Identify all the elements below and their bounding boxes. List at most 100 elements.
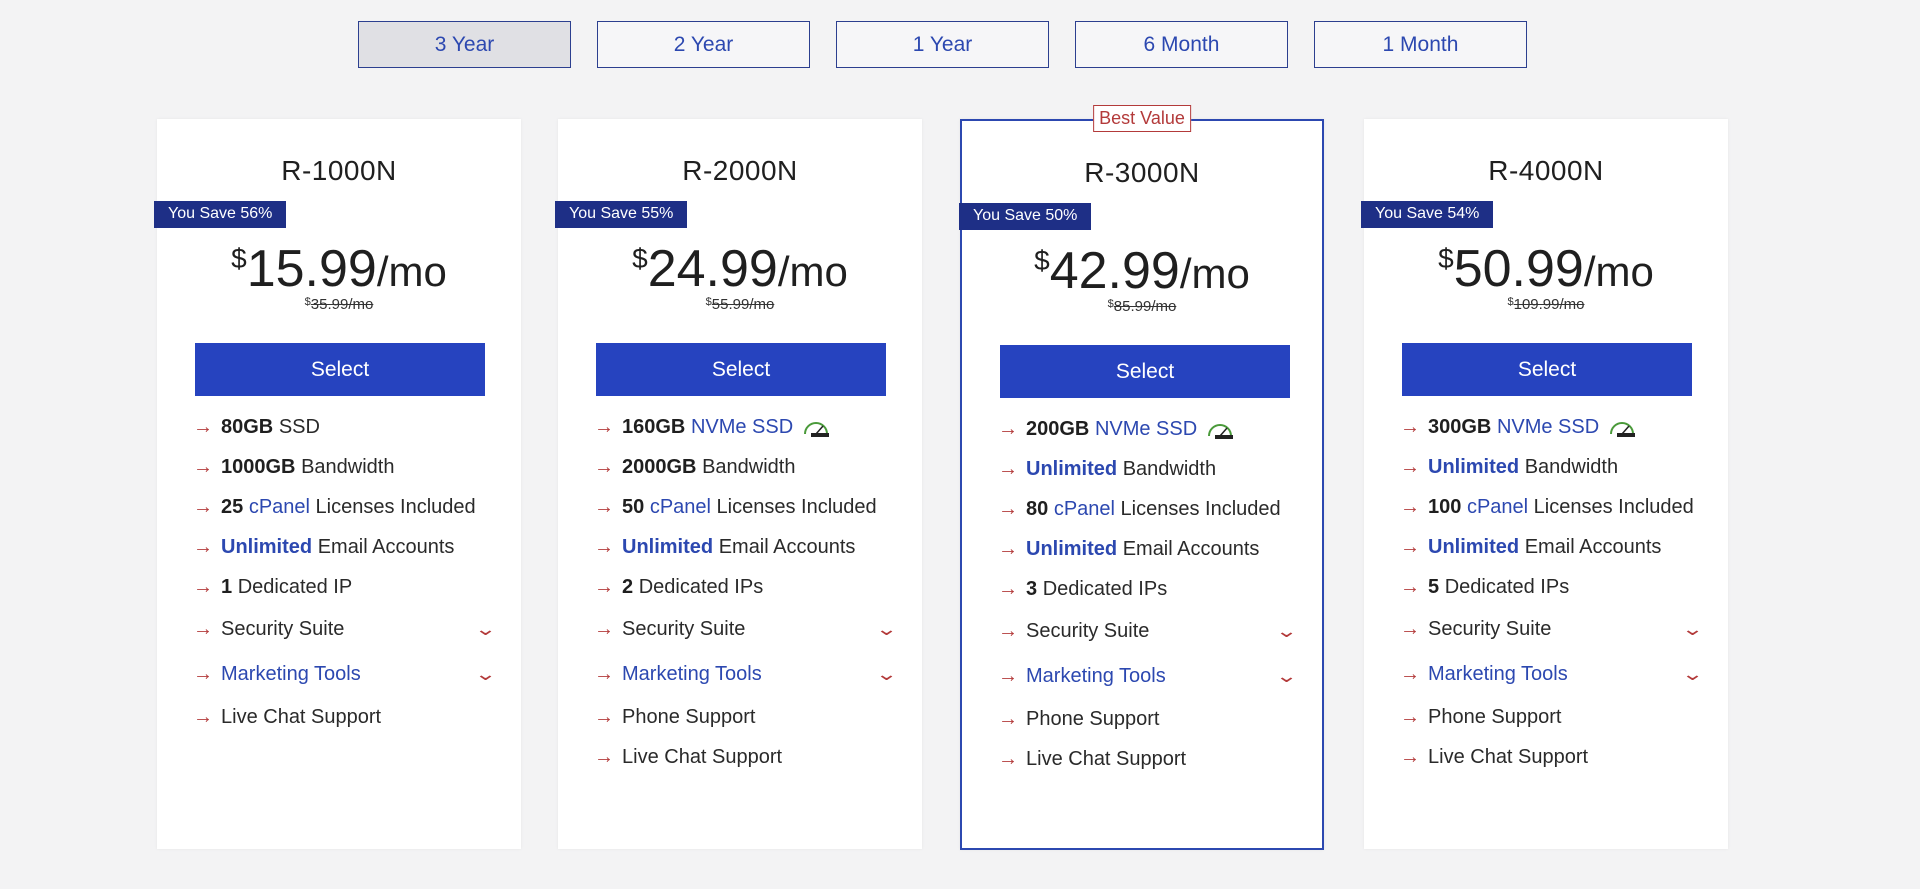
feature-marketing-tools[interactable]: → Marketing Tools ⌄ <box>594 660 898 688</box>
original-price: $109.99/mo <box>1364 296 1728 313</box>
feature-phone-support: → Phone Support <box>998 705 1294 733</box>
select-button[interactable]: Select <box>1402 343 1692 396</box>
chevron-down-icon[interactable]: ⌄ <box>474 619 497 639</box>
arrow-right-icon: → <box>1400 746 1420 768</box>
chevron-down-icon[interactable]: ⌄ <box>474 664 497 684</box>
arrow-right-icon: → <box>193 536 213 558</box>
arrow-right-icon: → <box>594 496 614 518</box>
chevron-down-icon[interactable]: ⌄ <box>1681 664 1704 684</box>
feature-ip: → 3 Dedicated IPs <box>998 575 1294 603</box>
plan-card-r-2000n: R-2000N You Save 55% $24.99/mo $55.99/mo… <box>555 119 922 849</box>
cpanel-link[interactable]: cPanel <box>1466 496 1529 518</box>
feature-ip: → 1 Dedicated IP <box>193 573 493 601</box>
feature-label: Security Suite <box>622 618 746 640</box>
arrow-right-icon: → <box>1400 706 1420 728</box>
price-period: /mo <box>1583 248 1654 295</box>
feature-marketing-tools[interactable]: → Marketing Tools ⌄ <box>193 660 497 688</box>
arrow-right-icon: → <box>998 538 1018 560</box>
feature-label: Security Suite <box>221 618 345 640</box>
currency-symbol: $ <box>1034 245 1050 276</box>
price-amount: 24.99 <box>647 240 778 298</box>
chevron-down-icon[interactable]: ⌄ <box>875 619 898 639</box>
arrow-right-icon: → <box>594 456 614 478</box>
feature-value: 2000GB <box>622 456 697 478</box>
original-price: $35.99/mo <box>157 296 521 313</box>
term-1-year-button[interactable]: 1 Year <box>836 21 1049 68</box>
price-period: /mo <box>1179 250 1250 297</box>
speed-gauge-icon <box>804 421 830 437</box>
feature-security-suite[interactable]: → Security Suite ⌄ <box>1400 615 1704 643</box>
nvme-ssd-link[interactable]: NVMe SSD <box>1496 416 1600 438</box>
plan-price: $42.99/mo <box>962 241 1322 301</box>
term-1-month-button[interactable]: 1 Month <box>1314 21 1527 68</box>
chevron-down-icon[interactable]: ⌄ <box>1275 666 1298 686</box>
feature-cpanel: → 25 cPanel Licenses Included <box>193 493 493 521</box>
term-2-year-button[interactable]: 2 Year <box>597 21 810 68</box>
plan-card-r-3000n: Best Value R-3000N You Save 50% $42.99/m… <box>959 105 1324 850</box>
feature-label: Dedicated IP <box>237 576 353 598</box>
feature-label: Phone Support <box>622 706 756 728</box>
currency-symbol: $ <box>1438 243 1454 274</box>
nvme-ssd-link[interactable]: NVMe SSD <box>1094 418 1198 440</box>
feature-cpanel: → 100 cPanel Licenses Included <box>1400 493 1700 521</box>
feature-value: 80GB <box>221 416 274 438</box>
plan-price: $24.99/mo <box>558 239 922 299</box>
arrow-right-icon: → <box>998 498 1018 520</box>
arrow-right-icon: → <box>193 706 213 728</box>
arrow-right-icon: → <box>594 416 614 438</box>
term-6-month-button[interactable]: 6 Month <box>1075 21 1288 68</box>
feature-security-suite[interactable]: → Security Suite ⌄ <box>193 615 497 643</box>
feature-storage: → 80GB SSD <box>193 413 493 441</box>
arrow-right-icon: → <box>1400 496 1420 518</box>
chevron-down-icon[interactable]: ⌄ <box>875 664 898 684</box>
term-3-year-button[interactable]: 3 Year <box>358 21 571 68</box>
feature-label[interactable]: Marketing Tools <box>1428 663 1568 685</box>
feature-phone-support: → Phone Support <box>1400 703 1700 731</box>
feature-marketing-tools[interactable]: → Marketing Tools ⌄ <box>998 662 1298 690</box>
feature-value: 200GB <box>1026 418 1090 440</box>
feature-label: Email Accounts <box>718 536 856 558</box>
cpanel-link[interactable]: cPanel <box>649 496 711 518</box>
nvme-ssd-link[interactable]: NVMe SSD <box>690 416 794 438</box>
original-amount: 55.99/mo <box>711 296 775 313</box>
select-button[interactable]: Select <box>596 343 886 396</box>
select-button[interactable]: Select <box>195 343 485 396</box>
feature-security-suite[interactable]: → Security Suite ⌄ <box>594 615 898 643</box>
arrow-right-icon: → <box>193 663 213 685</box>
feature-value: 100 <box>1428 496 1462 518</box>
cpanel-link[interactable]: cPanel <box>248 496 310 518</box>
original-price: $85.99/mo <box>962 298 1322 315</box>
cpanel-link[interactable]: cPanel <box>1053 498 1115 520</box>
feature-label[interactable]: Marketing Tools <box>622 663 762 685</box>
feature-label[interactable]: Marketing Tools <box>221 663 361 685</box>
feature-value: Unlimited <box>622 536 714 558</box>
feature-label: Bandwidth <box>1122 458 1217 480</box>
feature-email: → Unlimited Email Accounts <box>998 535 1294 563</box>
original-amount: 85.99/mo <box>1113 298 1177 315</box>
arrow-right-icon: → <box>998 418 1018 440</box>
chevron-down-icon[interactable]: ⌄ <box>1275 621 1298 641</box>
feature-marketing-tools[interactable]: → Marketing Tools ⌄ <box>1400 660 1704 688</box>
arrow-right-icon: → <box>193 456 213 478</box>
feature-label: Licenses Included <box>716 496 877 518</box>
arrow-right-icon: → <box>998 620 1018 642</box>
feature-support: → Live Chat Support <box>193 703 493 731</box>
arrow-right-icon: → <box>1400 618 1420 640</box>
feature-label: Security Suite <box>1026 620 1150 642</box>
feature-label: Email Accounts <box>1122 538 1260 560</box>
feature-bandwidth: → 2000GB Bandwidth <box>594 453 894 481</box>
chevron-down-icon[interactable]: ⌄ <box>1681 619 1704 639</box>
feature-value: 1 <box>221 576 233 598</box>
feature-value: 5 <box>1428 576 1440 598</box>
arrow-right-icon: → <box>594 746 614 768</box>
feature-chat-support: → Live Chat Support <box>1400 743 1700 771</box>
feature-value: Unlimited <box>1026 458 1118 480</box>
arrow-right-icon: → <box>193 576 213 598</box>
feature-security-suite[interactable]: → Security Suite ⌄ <box>998 617 1298 645</box>
feature-label: Dedicated IPs <box>1042 578 1168 600</box>
original-currency: $ <box>1507 296 1514 308</box>
feature-value: 50 <box>622 496 645 518</box>
select-button[interactable]: Select <box>1000 345 1290 398</box>
feature-label[interactable]: Marketing Tools <box>1026 665 1166 687</box>
original-amount: 35.99/mo <box>310 296 374 313</box>
